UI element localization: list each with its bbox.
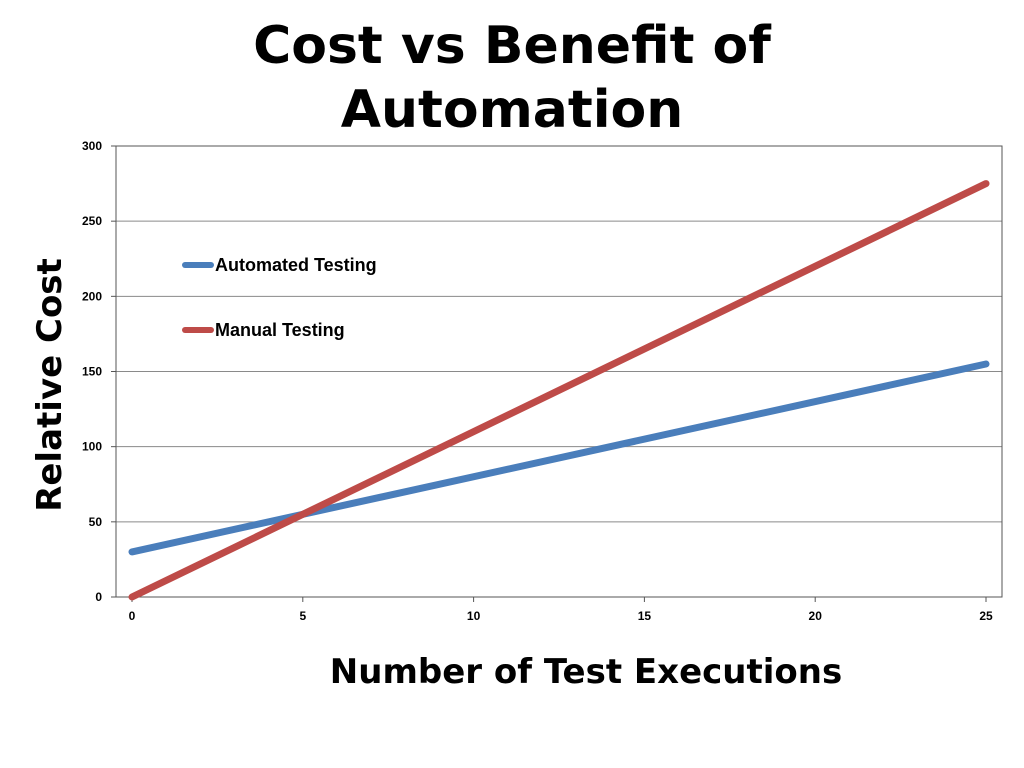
y-tick-label: 0 [95, 590, 102, 604]
legend-label-0: Automated Testing [215, 255, 377, 275]
chart-title-line-2: Automation [340, 80, 684, 140]
x-axis-label: Number of Test Executions [329, 652, 843, 692]
y-tick-label: 300 [82, 139, 102, 153]
chart-title-line-1: Cost vs Benefit of [253, 16, 771, 76]
x-tick-label: 5 [299, 609, 306, 623]
x-tick-label: 20 [809, 609, 823, 623]
x-tick-label: 0 [129, 609, 136, 623]
series-line-0 [128, 360, 990, 556]
y-axis-ticks: 0 50 100 150 200 250 300 [82, 139, 116, 604]
series-lines [128, 180, 990, 601]
x-axis-ticks: 0 5 10 15 20 25 [129, 597, 993, 623]
y-tick-label: 100 [82, 440, 102, 454]
chart-title: Cost vs Benefit of Automation [0, 14, 1024, 142]
legend: Automated Testing Manual Testing [182, 255, 377, 340]
x-tick-label: 10 [467, 609, 481, 623]
y-tick-label: 150 [82, 365, 102, 379]
y-tick-label: 250 [82, 214, 102, 228]
legend-label-1: Manual Testing [215, 320, 345, 340]
x-tick-label: 25 [979, 609, 993, 623]
series-line-1 [128, 180, 990, 601]
y-tick-label: 200 [82, 289, 102, 303]
y-tick-label: 50 [89, 515, 103, 529]
x-tick-label: 15 [638, 609, 652, 623]
